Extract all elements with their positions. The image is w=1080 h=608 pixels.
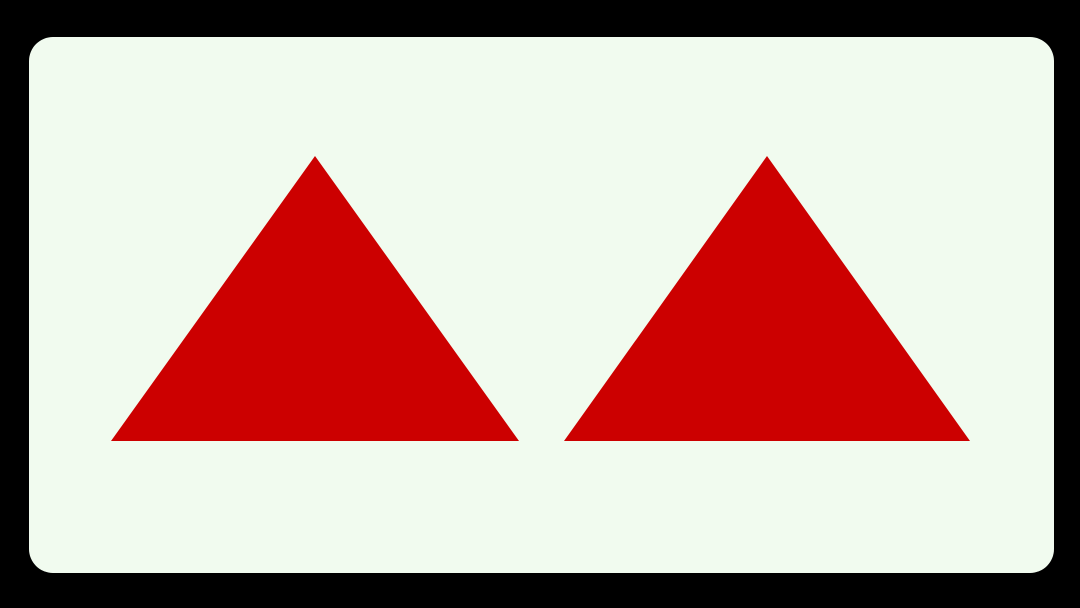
- left-triangle-icon: [111, 156, 519, 441]
- right-triangle-icon: [564, 156, 970, 441]
- triangle-symbols: [111, 156, 970, 441]
- sign-plate: [29, 37, 1054, 573]
